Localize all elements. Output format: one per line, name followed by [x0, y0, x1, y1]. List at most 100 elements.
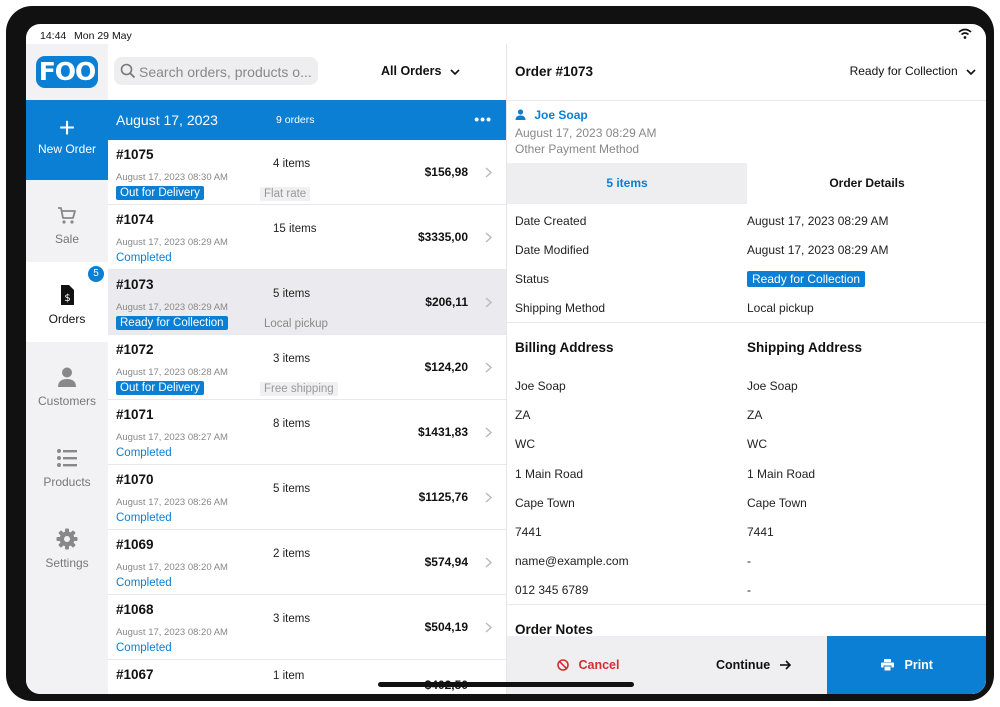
order-total: $3335,00	[417, 230, 468, 244]
plus-icon: +	[58, 112, 76, 143]
order-status-badge: Out for Delivery	[116, 186, 204, 200]
sidebar-item-customers[interactable]: Customers	[26, 344, 108, 424]
divider	[507, 604, 986, 605]
order-number: #1069	[116, 537, 154, 552]
customer-link[interactable]: Joe Soap	[515, 108, 588, 122]
order-detail-panel: Order #1073 Ready for Collection Joe Soa…	[506, 44, 986, 694]
shipping-address-title: Shipping Address	[747, 340, 863, 355]
home-indicator	[378, 682, 634, 687]
order-number: #1071	[116, 407, 154, 422]
tab-order-details[interactable]: Order Details	[747, 163, 986, 204]
cancel-button[interactable]: Cancel	[557, 658, 619, 672]
order-total: $574,94	[424, 555, 468, 569]
gear-icon	[56, 528, 78, 550]
order-status: Completed	[116, 577, 172, 589]
chevron-right-icon	[485, 297, 492, 308]
chevron-right-icon	[485, 362, 492, 373]
order-date: August 17, 2023 08:20 AM	[116, 627, 228, 638]
foo-logo: FOO	[36, 56, 98, 88]
order-row[interactable]: #1072 August 17, 2023 08:28 AM Out for D…	[108, 335, 506, 400]
continue-button[interactable]: Continue	[716, 658, 791, 672]
order-total: $504,19	[424, 620, 468, 634]
sidebar-item-sale[interactable]: Sale	[26, 182, 108, 262]
divider	[507, 322, 986, 323]
customer-name: Joe Soap	[534, 108, 588, 122]
tab-items[interactable]: 5 items	[507, 163, 747, 204]
order-row[interactable]: #1067 1 item $402,50	[108, 660, 506, 694]
order-status: Completed	[116, 447, 172, 459]
arrow-right-icon	[779, 660, 791, 670]
action-bar: Cancel Continue Print	[507, 636, 986, 694]
group-count: 9 orders	[276, 114, 315, 126]
order-row[interactable]: #1075 August 17, 2023 08:30 AM Out for D…	[108, 140, 506, 205]
chevron-down-icon	[966, 69, 976, 75]
sidebar-item-orders[interactable]: 5 $ Orders	[26, 262, 108, 342]
order-shipping: Free shipping	[260, 382, 338, 396]
search-input[interactable]: Search orders, products o...	[114, 57, 318, 85]
chevron-down-icon	[450, 69, 460, 75]
orders-filter-dropdown[interactable]: All Orders	[381, 64, 460, 78]
order-number: #1072	[116, 342, 154, 357]
billing-line: Cape Town	[515, 496, 575, 510]
billing-email: name@example.com	[515, 554, 629, 568]
order-items-count: 1 item	[273, 670, 305, 682]
divider	[507, 100, 986, 101]
order-total: $206,11	[425, 295, 468, 309]
order-items-count: 8 items	[273, 418, 311, 430]
status-time: 14:44	[40, 30, 67, 42]
billing-phone: 012 345 6789	[515, 583, 589, 597]
print-button[interactable]: Print	[827, 636, 986, 694]
date-group-header: August 17, 2023 9 orders •••	[108, 100, 506, 140]
shipping-line: ZA	[747, 408, 763, 422]
order-date: August 17, 2023 08:27 AM	[116, 432, 228, 443]
shipping-method-value: Local pickup	[747, 301, 814, 315]
search-icon	[120, 63, 136, 79]
shipping-method-label: Shipping Method	[515, 301, 606, 315]
chevron-right-icon	[485, 622, 492, 633]
chevron-right-icon	[485, 557, 492, 568]
order-row-selected[interactable]: #1073 August 17, 2023 08:29 AM Ready for…	[108, 270, 506, 335]
list-icon	[57, 449, 77, 467]
orders-list-panel: Search orders, products o... All Orders …	[108, 44, 506, 694]
order-row[interactable]: #1071 August 17, 2023 08:27 AM Completed…	[108, 400, 506, 465]
printer-icon	[881, 659, 895, 671]
invoice-icon: $	[61, 285, 74, 305]
sidebar-item-label: Orders	[48, 312, 86, 326]
order-total: $1125,76	[418, 490, 468, 504]
screen: 14:44 Mon 29 May FOO + New Order Sale	[26, 24, 986, 694]
order-row[interactable]: #1074 August 17, 2023 08:29 AM Completed…	[108, 205, 506, 270]
customer-order-date: August 17, 2023 08:29 AM	[515, 126, 657, 140]
order-items-count: 3 items	[273, 353, 311, 365]
more-icon[interactable]: •••	[474, 111, 492, 127]
order-number: #1073	[116, 277, 154, 292]
shipping-line: WC	[747, 437, 767, 451]
billing-address-title: Billing Address	[515, 340, 614, 355]
order-shipping: Flat rate	[260, 187, 311, 201]
chevron-right-icon	[485, 232, 492, 243]
order-status-dropdown[interactable]: Ready for Collection	[850, 64, 976, 78]
shipping-line: 1 Main Road	[747, 467, 816, 481]
chevron-right-icon	[485, 492, 492, 503]
payment-method: Other Payment Method	[515, 142, 640, 156]
person-icon	[515, 109, 526, 120]
order-items-count: 15 items	[273, 223, 317, 235]
continue-label: Continue	[716, 658, 771, 672]
sidebar-item-products[interactable]: Products	[26, 425, 108, 505]
order-row[interactable]: #1070 August 17, 2023 08:26 AM Completed…	[108, 465, 506, 530]
order-notes-title: Order Notes	[515, 622, 594, 637]
order-row[interactable]: #1069 August 17, 2023 08:20 AM Completed…	[108, 530, 506, 595]
order-total: $124,20	[424, 360, 468, 374]
order-row[interactable]: #1068 August 17, 2023 08:20 AM Completed…	[108, 595, 506, 660]
sidebar: FOO + New Order Sale 5 $ Orders	[26, 44, 108, 694]
filter-label: All Orders	[381, 64, 442, 78]
shipping-line: -	[747, 554, 751, 568]
sidebar-item-settings[interactable]: Settings	[26, 506, 108, 586]
wifi-icon	[958, 28, 972, 39]
order-number: #1075	[116, 147, 154, 162]
new-order-button[interactable]: + New Order	[26, 100, 108, 180]
order-status: Completed	[116, 512, 172, 524]
status-label: Status	[515, 272, 550, 286]
billing-line: 1 Main Road	[515, 467, 584, 481]
order-number: #1067	[116, 667, 154, 682]
order-number: #1070	[116, 472, 154, 487]
